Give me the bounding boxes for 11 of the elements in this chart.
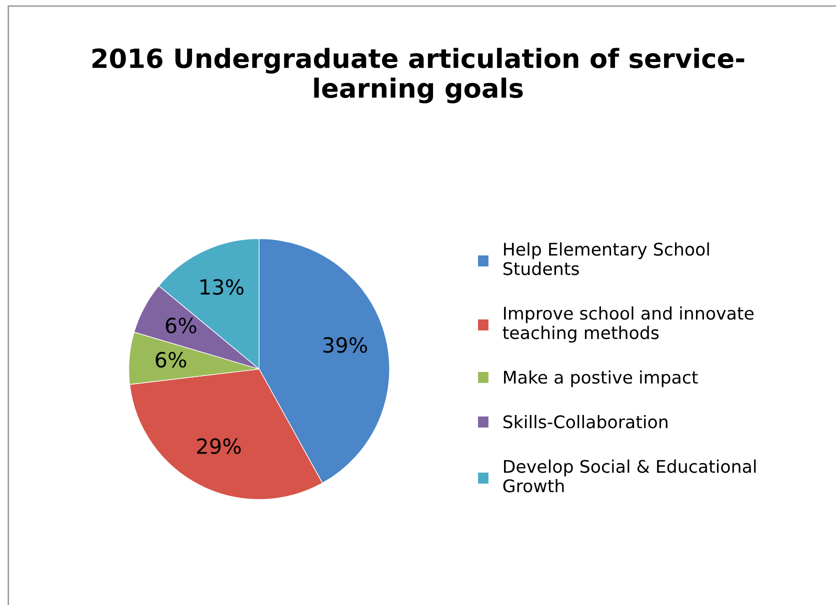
data-label: 39% xyxy=(323,337,368,353)
legend-label: Make a postive impact xyxy=(504,370,698,388)
data-label: 6% xyxy=(156,352,186,368)
data-label: 6% xyxy=(166,318,196,334)
data-label: 13% xyxy=(200,279,244,295)
chart-title: 2016 Undergraduate articulation of service- learning goals xyxy=(92,48,744,104)
data-label: 29% xyxy=(197,438,241,454)
legend-label: Help Elementary School Students xyxy=(503,242,709,276)
legend-label: Develop Social & Educational Growth xyxy=(503,460,756,492)
legend-label: Skills-Collaboration xyxy=(503,414,668,428)
legend-label: Improve school and innovate teaching methods xyxy=(502,306,754,343)
